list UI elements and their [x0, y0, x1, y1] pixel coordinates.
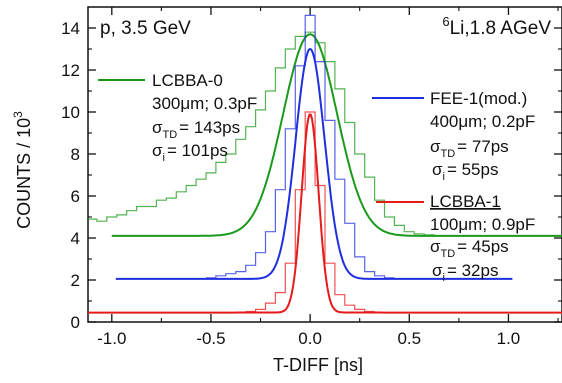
- lcbba1-sigma-i: σi = 32ps: [432, 261, 498, 284]
- lcbba1-sigma-td: σTD = 45ps: [430, 237, 509, 260]
- x-tick-label: -0.5: [196, 329, 225, 348]
- y-axis-title: COUNTS / 103: [11, 111, 34, 229]
- y-tick-label: 0: [71, 313, 80, 332]
- series-layer: [87, 14, 562, 314]
- legend-label-lcbba0: LCBBA-0: [152, 71, 223, 90]
- plot-frame: [87, 6, 562, 323]
- fit-curve: [115, 47, 513, 280]
- x-tick-labels: -1.0 -0.5 0.0 0.5 1.0: [97, 329, 520, 348]
- histogram: [245, 111, 375, 313]
- y-tick-label: 2: [71, 271, 80, 290]
- lcbba0-params: 300μm; 0.3pF: [152, 94, 257, 113]
- legend-label-fee1: FEE-1(mod.): [430, 89, 527, 108]
- lcbba0-sigma-i: σi = 101ps: [152, 141, 228, 164]
- fee1-sigma-td: σTD = 77ps: [430, 137, 509, 160]
- x-tick-label: -1.0: [97, 329, 126, 348]
- y-tick-label: 8: [71, 145, 80, 164]
- histogram: [206, 14, 395, 279]
- y-tick-label: 4: [71, 229, 80, 248]
- series-lcbba-0: [87, 31, 562, 237]
- x-tick-label: 0.0: [298, 329, 322, 348]
- y-tick-labels: 0 2 4 6 8 10 12 14: [61, 19, 80, 332]
- y-tick-label: 10: [61, 103, 80, 122]
- lcbba1-params: 100μm; 0.9pF: [430, 215, 535, 234]
- y-tick-label: 12: [61, 61, 80, 80]
- fit-curve: [88, 113, 562, 314]
- x-tick-label: 0.5: [397, 329, 421, 348]
- x-tick-label: 1.0: [497, 329, 521, 348]
- series-fee-1-mod-: [115, 14, 513, 280]
- y-tick-label: 14: [61, 19, 80, 38]
- legend-label-lcbba1: LCBBA-1: [430, 192, 501, 211]
- fee1-params: 400μm; 0.2pF: [430, 112, 535, 131]
- beam-label-lithium: 6Li,1.8 AGeV: [442, 14, 551, 39]
- y-tick-label: 6: [71, 187, 80, 206]
- series-lcbba-1: [88, 111, 562, 314]
- axis-ticks: [88, 7, 562, 323]
- x-axis-title: T-DIFF [ns]: [273, 355, 363, 375]
- beam-label-proton: p, 3.5 GeV: [100, 18, 191, 39]
- fit-curve: [111, 33, 562, 237]
- fee1-sigma-i: σi = 55ps: [432, 160, 498, 183]
- lcbba0-sigma-td: σTD = 143ps: [152, 118, 240, 141]
